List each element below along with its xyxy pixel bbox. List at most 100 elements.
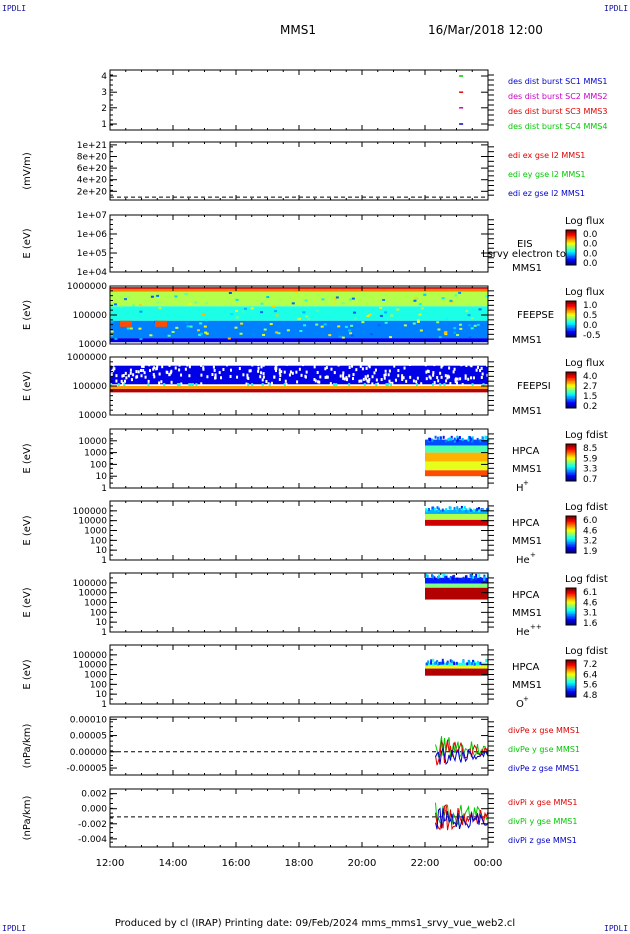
feepsi-gap-142 [143, 371, 146, 375]
feepse-speck-91 [444, 331, 448, 334]
feepse-speck-150 [205, 332, 209, 335]
feepse-speck-40 [350, 334, 354, 337]
feepsi-cyan-16 [110, 383, 113, 387]
feepsi-gap-22 [147, 379, 150, 383]
ytick-label: 0.00005 [70, 732, 107, 742]
feepsi-gap-27 [394, 378, 397, 382]
colorbar-cell [566, 598, 576, 601]
craft-label: MMS1 [512, 335, 542, 346]
feepsi-gap-174 [464, 376, 467, 380]
ytick-label: 1e+21 [77, 141, 107, 151]
feepse-speck-125 [468, 336, 472, 339]
feepsi-gap-85 [393, 364, 396, 368]
panel-p11 [109, 788, 494, 848]
feepse-speck-115 [341, 302, 345, 305]
feepse-speck-67 [456, 334, 460, 337]
colorbar-cell [566, 448, 576, 451]
p8-speck-9 [453, 574, 456, 578]
colorbar-frame [565, 371, 577, 409]
p7-speck-36 [468, 507, 471, 511]
feepse-speck-96 [188, 302, 192, 305]
p7-speck-27 [441, 508, 444, 512]
feepsi-gap-187 [110, 373, 113, 377]
p9-speck-35 [479, 661, 482, 665]
feepse-band-3 [110, 306, 488, 321]
feepse-speck-116 [204, 302, 208, 305]
colorbar-cell [566, 385, 576, 388]
feepse-speck-14 [132, 304, 136, 307]
xtick-label: 16:00 [222, 858, 251, 869]
colorbar-cell [566, 594, 576, 597]
feepsi-gap-134 [397, 374, 400, 378]
colorbar-tick: 3.1 [583, 609, 597, 619]
feepse-patch-1 [120, 320, 132, 327]
feepsi-gap-103 [274, 367, 277, 371]
colorbar-tick: 5.9 [583, 454, 598, 464]
feepsi-gap-188 [295, 370, 298, 374]
colorbar-cell [566, 617, 576, 620]
colorbar-cell [566, 468, 576, 471]
p7-speck-37 [433, 507, 436, 511]
feepsi-gap-177 [166, 371, 169, 375]
feepsi-cyan-13 [147, 383, 150, 387]
feepse-speck-118 [452, 294, 456, 297]
p7-speck-28 [461, 507, 464, 511]
feepsi-gap-21 [262, 372, 265, 376]
feepsi-gap-10 [229, 374, 232, 378]
colorbar-cell [566, 316, 576, 318]
p9-speck-13 [466, 662, 469, 666]
ytick-label: -0.00005 [67, 764, 107, 774]
ytick-label: 10 [96, 618, 108, 628]
p7-speck-29 [436, 506, 439, 510]
colorbar-cell [566, 612, 576, 615]
colorbar-cell [566, 591, 576, 594]
feepse-speck-82 [485, 295, 489, 298]
feepsi-red-band [110, 388, 488, 393]
colorbar-cell [566, 241, 576, 244]
feepse-speck-95 [388, 336, 392, 339]
feepsi-gap-48 [348, 374, 351, 378]
feepsi-gap-183 [388, 379, 391, 383]
colorbar-tick: 2.7 [583, 382, 597, 392]
footer-credit: Produced by cl (IRAP) Printing date: 09/… [114, 918, 516, 929]
colorbar-cell [566, 388, 576, 391]
feepse-speck-90 [361, 321, 365, 324]
colorbar-cell [566, 459, 576, 462]
feepsi-cyan-9 [247, 383, 250, 387]
p9-speck-19 [438, 661, 441, 665]
legend-des-dist-burst-SC1-MMS1: des dist burst SC1 MMS1 [508, 77, 607, 86]
colorbar-cell [566, 531, 576, 534]
p6-speck-35 [458, 436, 461, 440]
feepse-speck-66 [138, 327, 142, 330]
p6-speck-9 [470, 437, 473, 441]
feepsi-gap-148 [129, 371, 132, 375]
ytick-label: 1000 [84, 599, 107, 609]
feepsi-gap-204 [467, 377, 470, 381]
feepsi-gap-97 [174, 366, 177, 370]
feepse-speck-123 [453, 331, 457, 334]
colorbar-cell [566, 608, 576, 611]
feepsi-gap-189 [168, 372, 171, 376]
species-label: He [516, 627, 530, 638]
colorbar-tick: 1.5 [583, 392, 597, 402]
trace-divPe-z-gse-MMS1 [435, 746, 489, 765]
feepse-speck-21 [198, 333, 202, 336]
feepse-speck-127 [438, 336, 442, 339]
colorbar-cell [566, 332, 576, 335]
date-time: 16/Mar/2018 12:00 [428, 23, 543, 37]
feepse-speck-85 [459, 327, 463, 330]
ytick-label: 100000 [73, 311, 108, 321]
p8-speck-14 [437, 575, 440, 579]
p6-speck-18 [453, 439, 456, 443]
p6-speck-38 [456, 438, 459, 442]
p7-speck-32 [431, 506, 434, 510]
colorbar-cell [566, 372, 576, 374]
p7-band-1 [425, 513, 488, 520]
colorbar-cell [566, 695, 576, 698]
p9-speck-36 [485, 659, 488, 663]
corner-label-top-right: IPDLI [604, 4, 629, 13]
colorbar-cell [566, 305, 576, 308]
colorbar-cell [566, 247, 576, 250]
p6-speck-25 [436, 436, 439, 440]
colorbar-title: Log flux [565, 287, 605, 298]
